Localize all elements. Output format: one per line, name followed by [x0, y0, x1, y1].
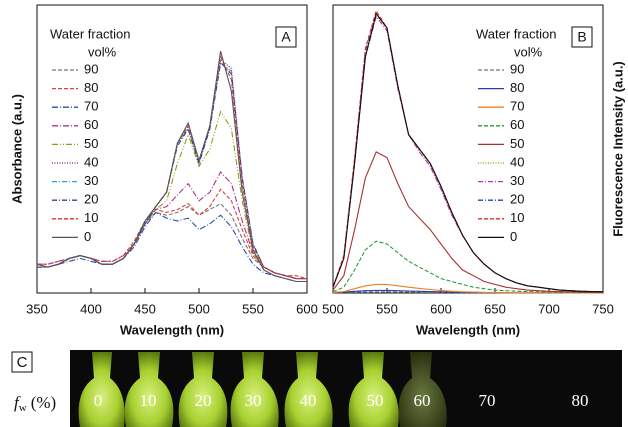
panel-label: B [577, 29, 586, 45]
fw-label: fw (%) [14, 393, 56, 414]
legend-label: 50 [510, 136, 524, 151]
legend-label: 10 [510, 210, 524, 225]
legend-label: 0 [84, 229, 91, 244]
y-axis-label: Absorbance (a.u.) [9, 94, 24, 204]
sample-label: 30 [245, 391, 262, 410]
y-axis-label: Fluorescence Intensity (a.u.) [610, 61, 625, 237]
legend-subtitle: vol% [514, 44, 543, 59]
legend-label: 60 [510, 117, 524, 132]
legend-label: 20 [510, 192, 524, 207]
spectrum-line [37, 211, 307, 283]
x-tick-label: 750 [592, 301, 614, 316]
panel-label: A [281, 29, 291, 45]
legend-label: 50 [84, 136, 98, 151]
x-tick-label: 550 [242, 301, 264, 316]
legend-label: 40 [84, 154, 98, 169]
spectrum-line [332, 12, 604, 293]
panel-label-box [571, 26, 593, 48]
legend-subtitle: vol% [88, 44, 117, 59]
sample-label: 40 [300, 391, 317, 410]
spectrum-line [332, 283, 603, 294]
spectrum-line [37, 203, 307, 280]
x-tick-label: 600 [430, 301, 452, 316]
plot-frame [36, 4, 308, 294]
photo-strip [70, 350, 622, 427]
sample-label: 70 [479, 391, 496, 410]
x-axis-label: Wavelength (nm) [416, 322, 520, 337]
spectrum-line [332, 12, 604, 293]
legend-label: 80 [84, 80, 98, 95]
legend-label: 20 [84, 192, 98, 207]
x-tick-label: 450 [134, 301, 156, 316]
spectrum-line [332, 15, 604, 293]
legend-title: Water fraction [476, 26, 556, 41]
spectrum-line [332, 9, 604, 293]
legend-label: 40 [510, 154, 524, 169]
x-axis-label: Wavelength (nm) [120, 322, 224, 337]
x-tick-label: 350 [26, 301, 48, 316]
spectrum-line [37, 61, 307, 280]
legend-label: 70 [84, 99, 98, 114]
sample-label: 80 [572, 391, 589, 410]
sample-label: 60 [414, 391, 431, 410]
spectrum-line [36, 50, 307, 283]
legend-label: 80 [510, 80, 524, 95]
fw-subscript: w [19, 402, 27, 414]
sample-label: 10 [140, 391, 157, 410]
x-tick-label: 500 [322, 301, 344, 316]
panel-label-box [275, 26, 297, 48]
x-tick-label: 500 [188, 301, 210, 316]
legend-label: 30 [84, 173, 98, 188]
spectrum-line [332, 151, 603, 293]
panel-label: C [17, 354, 28, 371]
legend-label: 10 [84, 210, 98, 225]
x-tick-label: 700 [538, 301, 560, 316]
fw-symbol: f [14, 393, 21, 412]
legend-label: 0 [510, 229, 517, 244]
legend-label: 90 [84, 61, 98, 76]
legend-label: 30 [510, 173, 524, 188]
fw-unit: (%) [31, 393, 56, 412]
x-tick-label: 400 [80, 301, 102, 316]
legend-title: Water fraction [50, 26, 130, 41]
legend-label: 60 [84, 117, 98, 132]
x-tick-label: 600 [296, 301, 318, 316]
sample-label: 0 [94, 391, 103, 410]
sample-label: 50 [367, 391, 384, 410]
legend-label: 70 [510, 99, 524, 114]
panel-label-box [11, 351, 33, 373]
spectrum-line [37, 171, 307, 280]
x-tick-label: 650 [484, 301, 506, 316]
plot-frame [332, 4, 604, 294]
spectrum-line [36, 54, 307, 280]
sample-label: 20 [195, 391, 212, 410]
spectrum-line [37, 188, 308, 280]
legend-label: 90 [510, 61, 524, 76]
spectrum-line [332, 15, 604, 293]
x-tick-label: 550 [376, 301, 398, 316]
